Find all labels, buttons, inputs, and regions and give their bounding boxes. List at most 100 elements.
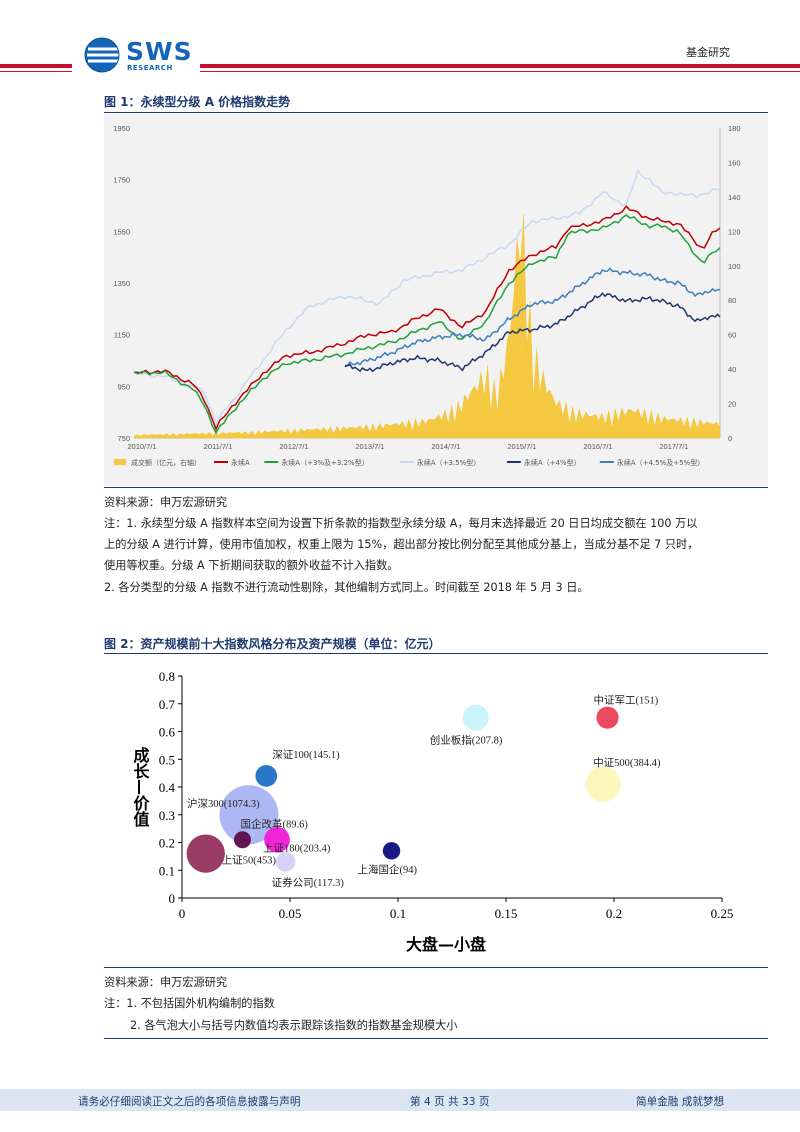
chart1-x-tick: 2016/7/1 — [583, 442, 612, 451]
footer-disclaimer: 请务必仔细阅读正文之后的各项信息披露与声明 — [78, 1096, 301, 1108]
chart1-y-right-tick: 100 — [728, 262, 741, 271]
chart2-bubble-label: 国企改革(89.6) — [240, 818, 308, 831]
chart2-y-tick-label: 0 — [169, 891, 176, 906]
chart2-y-tick-label: 0.8 — [159, 669, 175, 684]
figure1-note-1: 注：1. 永续型分级 A 指数样本空间为设置下折条款的指数型永续分级 A，每月末… — [104, 517, 698, 530]
chart2-y-tick-label: 0.4 — [159, 780, 176, 795]
chart1-y-right-tick: 80 — [728, 296, 736, 305]
chart1-x-tick: 2011/7/1 — [204, 442, 233, 451]
chart1-legend-label: 永续A（+4%型） — [524, 458, 581, 467]
chart2-y-tick-label: 0.3 — [159, 808, 175, 823]
chart1-y-right-tick: 40 — [728, 365, 736, 374]
footer-bar — [0, 1089, 800, 1111]
chart2-x-tick-label: 0.25 — [711, 906, 734, 921]
figure2-end-rule — [104, 1038, 768, 1039]
chart2-bubble — [462, 704, 489, 731]
logo-subtext: RESEARCH — [127, 64, 173, 72]
chart2-x-tick-label: 0.2 — [606, 906, 622, 921]
chart1-y-left-tick: 950 — [117, 382, 130, 391]
figure1-note-4: 2. 各分类型的分级 A 指数不进行流动性剔除，其他编制方式同上。时间截至 20… — [104, 581, 589, 594]
figure2-note-2: 2. 各气泡大小与括号内数值均表示跟踪该指数的指数基金规模大小 — [130, 1019, 458, 1032]
header-rule-thick — [0, 64, 72, 68]
figure2-source: 资料来源：申万宏源研究 — [104, 976, 228, 989]
chart2-bubble-label: 上海国企(94) — [358, 863, 418, 876]
chart2-bubble-label: 中证500(384.4) — [593, 756, 661, 769]
figure1-line-chart: 1950 1750 1550 1350 1150 950 750 180 160 140 120 10… — [104, 114, 768, 486]
figure1-top-rule — [104, 112, 768, 113]
chart2-bubble — [219, 785, 279, 845]
section-label: 基金研究 — [686, 46, 730, 59]
figure1-bottom-rule — [104, 487, 768, 488]
chart1-x-tick: 2015/7/1 — [507, 442, 536, 451]
figure2-title: 图 2：资产规模前十大指数风格分布及资产规模（单位：亿元） — [104, 637, 441, 651]
figure1-title: 图 1：永续型分级 A 价格指数走势 — [104, 95, 291, 109]
chart2-bubble — [255, 765, 278, 787]
chart1-x-tick: 2014/7/1 — [431, 442, 460, 451]
chart2-y-tick-label: 0.5 — [159, 752, 175, 767]
chart1-y-left-tick: 1950 — [113, 124, 130, 133]
chart2-x-tick-label: 0.05 — [279, 906, 302, 921]
chart1-x-tick: 2013/7/1 — [355, 442, 384, 451]
chart1-y-right-tick: 0 — [728, 434, 732, 443]
chart1-legend-label: 永续A（+3%及+3.2%型） — [281, 458, 368, 467]
chart2-bubble-label: 沪深300(1074.3) — [187, 797, 260, 810]
header-rule-thick-right — [200, 64, 800, 68]
chart2-y-tick-label: 0.7 — [159, 697, 176, 712]
header-rule-thin — [0, 71, 72, 72]
chart2-bubble — [275, 852, 296, 872]
chart2-x-tick-label: 0.1 — [390, 906, 406, 921]
chart2-x-tick-label: 0 — [179, 906, 186, 921]
chart1-y-right-tick: 140 — [728, 193, 741, 202]
chart1-series-line — [344, 267, 721, 367]
chart1-y-left-tick: 1550 — [113, 227, 130, 236]
chart1-y-right-tick: 20 — [728, 400, 736, 409]
chart2-bubble-label: 上证50(453) — [222, 855, 277, 867]
chart2-bubble — [382, 842, 401, 860]
chart2-bubble — [186, 834, 225, 873]
logo-text: SWS — [126, 37, 193, 66]
chart1-y-right-tick: 160 — [728, 158, 741, 167]
chart1-y-left-tick: 1150 — [114, 331, 130, 340]
chart1-legend-label: 永续A（+3.5%型） — [417, 458, 480, 467]
chart2-y-tick-label: 0.6 — [159, 725, 176, 740]
header: SWS RESEARCH 基金研究 — [0, 0, 800, 80]
chart1-y-right-tick: 60 — [728, 331, 736, 340]
figure1-source: 资料来源：申万宏源研究 — [104, 496, 228, 509]
header-rule-thin-right — [200, 71, 800, 72]
figure2-top-rule — [104, 653, 768, 654]
chart1-legend-swatch — [114, 459, 126, 465]
figure2-bubble-chart: 0 0.1 0.2 0.3 0.4 0.5 0.6 0.7 0.8 0 0.05 0.1 0.15 0.2… — [131, 669, 734, 954]
chart2-y-tick-label: 0.1 — [159, 863, 175, 878]
footer-page-number: 第 4 页 共 33 页 — [410, 1096, 490, 1108]
chart1-legend-label: 永续A（+4.5%及+5%型） — [617, 458, 704, 467]
chart2-bubble — [585, 766, 621, 802]
chart1-series-line — [344, 292, 721, 373]
chart1-series-line — [133, 205, 721, 431]
sws-logo-icon — [84, 37, 120, 73]
chart1-x-tick: 2010/7/1 — [127, 442, 156, 451]
chart2-bubble — [596, 706, 619, 729]
chart1-volume-area — [133, 214, 721, 439]
figure1-note-3: 使用等权重。分级 A 下折期间获取的额外收益不计入指数。 — [104, 559, 399, 572]
chart1-series-line — [133, 214, 721, 435]
chart1-y-left-tick: 1750 — [113, 176, 130, 185]
chart1-y-right-tick: 120 — [728, 227, 741, 236]
chart1-y-left-tick: 750 — [117, 434, 130, 443]
chart2-y-label: 成长—价值 — [131, 746, 150, 827]
chart2-bubble-label: 创业板指(207.8) — [430, 734, 503, 747]
chart2-bubble — [264, 826, 290, 853]
chart1-legend-label: 成交额（亿元，右轴） — [131, 458, 201, 467]
figure2-bottom-rule — [104, 967, 768, 968]
chart1-y-right-tick: 180 — [728, 124, 741, 133]
chart1-legend-label: 永续A — [231, 458, 250, 467]
chart2-bubble-label: 中证军工(151) — [594, 694, 659, 707]
chart2-x-label: 大盘—小盘 — [406, 935, 486, 954]
chart2-bubble-label: 深证100(145.1) — [272, 749, 340, 761]
chart2-y-tick-label: 0.2 — [159, 836, 175, 851]
figure2-note-1: 注：1. 不包括国外机构编制的指数 — [104, 997, 275, 1010]
chart1-series-line — [133, 168, 720, 426]
footer-slogan: 简单金融 成就梦想 — [636, 1096, 725, 1108]
chart2-x-tick-label: 0.15 — [495, 906, 518, 921]
chart2-bubble-label: 证券公司(117.3) — [272, 876, 345, 889]
chart1-x-tick: 2012/7/1 — [279, 442, 308, 451]
